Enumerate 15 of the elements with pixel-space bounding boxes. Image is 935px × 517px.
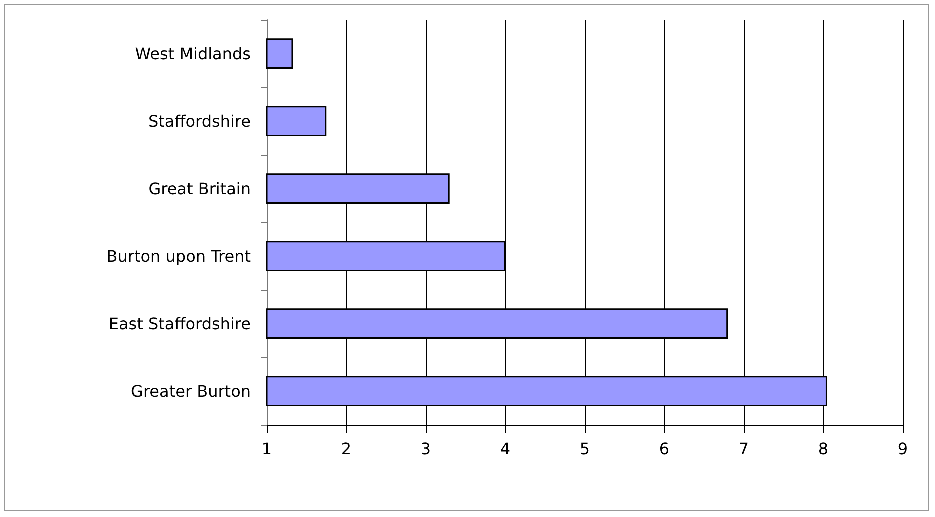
x-tick-label: 1 (262, 440, 272, 458)
y-tick-label: Great Britain (148, 179, 251, 198)
y-tick-label: Burton upon Trent (106, 246, 251, 266)
y-tick-label: West Midlands (135, 44, 251, 64)
x-tick-label: 5 (580, 440, 590, 458)
x-tick-label: 4 (500, 440, 511, 458)
x-tick-label: 9 (898, 440, 908, 458)
x-tick-label: 8 (818, 440, 829, 458)
y-tick-label: Greater Burton (131, 382, 251, 401)
x-tick-label: 2 (341, 440, 352, 458)
y-tick-label: Staffordshire (148, 112, 251, 131)
x-tick-label: 7 (738, 440, 750, 458)
y-tick-label: East Staffordshire (108, 314, 251, 334)
x-tick-label: 6 (659, 440, 670, 458)
x-tick-label: 3 (420, 440, 432, 458)
